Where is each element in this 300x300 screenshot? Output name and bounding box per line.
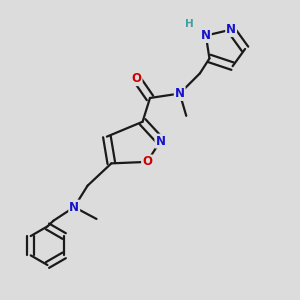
Text: N: N <box>201 29 211 42</box>
Text: H: H <box>185 19 194 29</box>
Text: N: N <box>155 135 165 148</box>
Text: O: O <box>132 72 142 85</box>
Text: N: N <box>226 23 236 36</box>
Text: O: O <box>142 155 152 168</box>
Text: N: N <box>175 87 185 100</box>
Text: N: N <box>69 201 79 214</box>
